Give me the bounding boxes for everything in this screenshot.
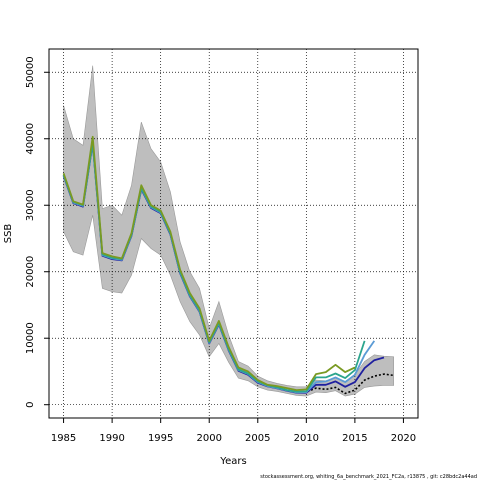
y-tick-label: 50000 (25, 56, 36, 88)
y-tick-label: 0 (25, 402, 36, 408)
series-layer (62, 135, 394, 395)
y-tick-label: 40000 (25, 123, 36, 155)
y-axis: 0 10000 20000 30000 40000 50000 (25, 56, 50, 408)
y-tick-label: 20000 (25, 256, 36, 288)
confidence-band (63, 65, 395, 397)
y-axis-title: SSB (3, 224, 14, 244)
x-tick-label: 2010 (294, 433, 319, 444)
x-tick-label: 2000 (196, 433, 221, 444)
x-tick-label: 1995 (148, 433, 173, 444)
x-tick-label: 2020 (391, 433, 416, 444)
footer-caption: stockassessment.org, whiting_6a_benchmar… (260, 474, 477, 480)
y-tick-label: 10000 (25, 322, 36, 354)
x-axis-title: Years (219, 456, 246, 467)
y-tick-label: 30000 (25, 189, 36, 221)
series-line-5 (62, 135, 356, 391)
x-tick-label: 1985 (51, 433, 76, 444)
x-tick-label: 1990 (99, 433, 124, 444)
plot-area (48, 48, 419, 419)
x-tick-label: 2015 (342, 433, 367, 444)
confidence-band-layer (63, 65, 395, 397)
x-tick-label: 2005 (245, 433, 270, 444)
x-axis: 1985 1990 1995 2000 2005 2010 2015 2020 (51, 417, 416, 444)
